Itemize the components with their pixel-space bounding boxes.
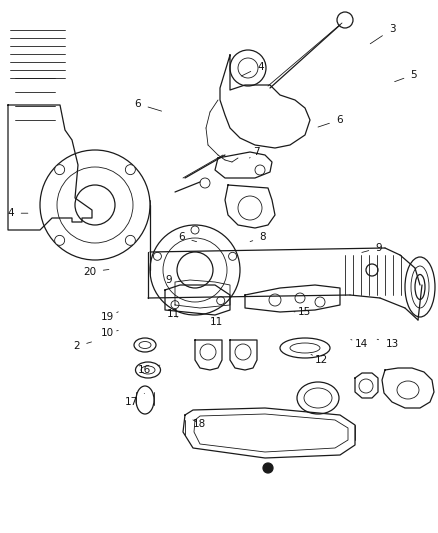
Text: 16: 16 (138, 365, 160, 375)
Text: 9: 9 (362, 243, 382, 253)
Circle shape (55, 165, 65, 175)
Circle shape (191, 226, 199, 234)
Text: 11: 11 (166, 310, 180, 319)
Text: 6: 6 (134, 99, 162, 111)
Circle shape (263, 463, 273, 473)
Circle shape (125, 236, 135, 245)
Circle shape (217, 297, 225, 305)
Text: 10: 10 (101, 328, 118, 338)
Circle shape (315, 297, 325, 307)
Text: 6: 6 (178, 232, 197, 242)
Text: 6: 6 (318, 115, 343, 127)
Circle shape (269, 294, 281, 306)
Text: 5: 5 (395, 70, 417, 82)
Text: 12: 12 (311, 354, 328, 365)
Text: 4: 4 (7, 208, 28, 218)
Circle shape (171, 301, 179, 309)
Text: 20: 20 (83, 267, 109, 277)
Text: 11: 11 (210, 318, 223, 327)
Circle shape (337, 12, 353, 28)
Circle shape (55, 236, 65, 245)
Circle shape (229, 252, 237, 260)
Text: 18: 18 (193, 419, 206, 429)
Text: 15: 15 (294, 307, 311, 317)
Text: 3: 3 (370, 25, 396, 44)
Text: 13: 13 (377, 339, 399, 349)
Circle shape (153, 252, 162, 260)
Text: 7: 7 (250, 147, 260, 158)
Text: 8: 8 (250, 232, 266, 242)
Text: 14: 14 (351, 339, 368, 349)
Circle shape (200, 178, 210, 188)
Circle shape (366, 264, 378, 276)
Circle shape (125, 165, 135, 175)
Text: 2: 2 (73, 342, 92, 351)
Circle shape (255, 165, 265, 175)
Text: 17: 17 (125, 393, 145, 407)
Text: 9: 9 (165, 275, 179, 285)
Text: 19: 19 (101, 312, 118, 322)
Circle shape (295, 293, 305, 303)
Text: 4: 4 (241, 62, 264, 76)
